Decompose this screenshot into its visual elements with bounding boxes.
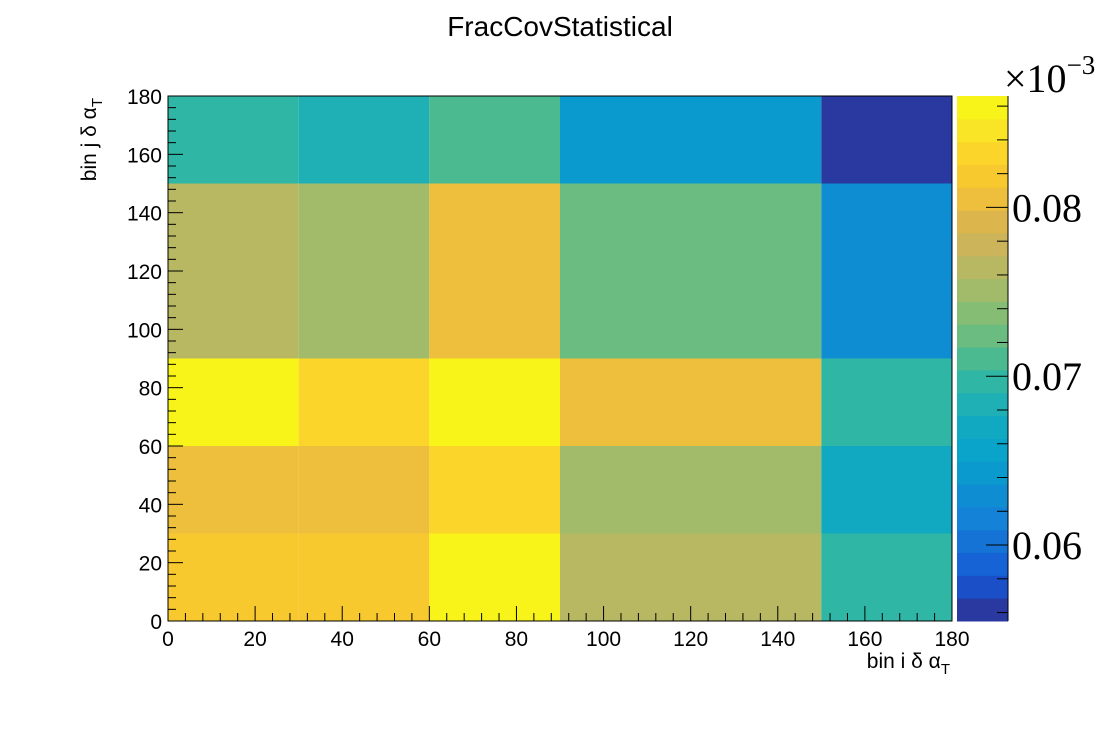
heatmap-cell [821,358,952,446]
palette-tick-label: 0.07 [1012,354,1082,399]
heatmap-cell [429,533,560,621]
heatmap-cell [821,96,952,184]
heatmap-cell [429,96,560,184]
y-axis-label-main: bin j δ α [78,107,101,181]
y-tick-label: 20 [139,553,162,576]
color-palette [957,96,1009,622]
y-tick-label: 160 [127,144,162,167]
palette-swatch [957,461,1008,485]
x-tick-label: 40 [331,628,354,651]
y-axis-ticks: 0 20 40 60 80 100 120 140 160 180 [127,86,183,634]
heatmap-cell [168,96,299,184]
palette-swatch [957,347,1008,371]
x-tick-label: 60 [418,628,441,651]
heatmap-cell [821,446,952,534]
x-tick-label: 120 [673,628,708,651]
heatmap-cell [298,183,430,359]
x-tick-label: 80 [505,628,528,651]
y-tick-label: 120 [127,261,162,284]
y-tick-label: 0 [150,611,162,634]
palette-swatch [957,141,1008,165]
heatmap-cell [168,358,299,446]
plot-frame [167,95,953,622]
palette-swatch [957,392,1008,417]
palette-swatch [957,415,1008,439]
y-tick-label: 80 [139,378,162,401]
heatmap-cell [821,183,952,359]
palette-swatch [957,529,1008,554]
heatmap-cell [429,446,560,534]
palette-swatch [957,232,1008,257]
heatmap-cells [168,96,952,621]
palette-swatch [957,301,1008,325]
x-tick-label: 180 [934,628,969,651]
palette-swatch [957,96,1008,120]
heatmap-cell [298,358,430,446]
x-axis-label-subscript: T [941,661,950,678]
y-tick-label: 60 [139,436,162,459]
color-scale-multiplier: ×10−3 [1004,50,1095,101]
heatmap-cell [298,96,430,184]
palette-swatch [957,255,1008,280]
x-tick-label: 140 [760,628,795,651]
heatmap-cell [298,533,430,621]
y-tick-label: 40 [139,494,162,517]
palette-swatch [957,484,1008,508]
palette-swatch [957,187,1008,211]
color-scale-multiplier-exponent: −3 [1067,50,1096,80]
palette-swatch [957,438,1008,462]
palette-swatch [957,552,1008,576]
heatmap-cell [429,358,560,446]
heatmap-cell [429,183,560,359]
palette-swatch [957,324,1008,348]
heatmap-cell [821,533,952,621]
x-axis-label-main: bin i δ α [867,650,941,673]
heatmap-cell [560,96,822,184]
y-tick-label: 140 [127,203,162,226]
x-tick-label: 100 [586,628,621,651]
palette-tick-label: 0.08 [1012,185,1082,230]
x-tick-label: 0 [162,628,174,651]
heatmap-cell [560,358,822,446]
x-axis-ticks: 0 20 40 60 80 100 120 140 160 180 [162,606,970,651]
palette-swatch [957,164,1008,188]
y-tick-label: 100 [127,319,162,342]
palette-swatch [957,118,1008,143]
x-axis-label: bin i δ αT [867,650,950,678]
y-axis-label-subscript: T [89,98,106,107]
palette-swatch [957,575,1008,599]
palette-swatch [957,210,1008,234]
heatmap-cell [560,446,822,534]
heatmap-cell [168,533,299,621]
palette-swatch [957,369,1008,394]
palette-swatch [957,598,1008,622]
y-tick-label: 180 [127,86,162,109]
x-tick-label: 20 [243,628,266,651]
palette-swatch [957,278,1008,302]
color-scale-multiplier-base: ×10 [1004,56,1067,101]
palette-swatch [957,506,1008,531]
heatmap-cell [168,446,299,534]
chart-title: FracCovStatistical [447,11,673,42]
palette-tick-label: 0.06 [1012,523,1082,568]
x-tick-label: 160 [847,628,882,651]
y-axis-label: bin j δ αT [78,98,106,181]
heatmap-cell [298,446,430,534]
heatmap-cell [560,183,822,359]
heatmap-cell [168,183,299,359]
color-palette-ticks: 0.06 0.07 0.08 [986,105,1082,614]
